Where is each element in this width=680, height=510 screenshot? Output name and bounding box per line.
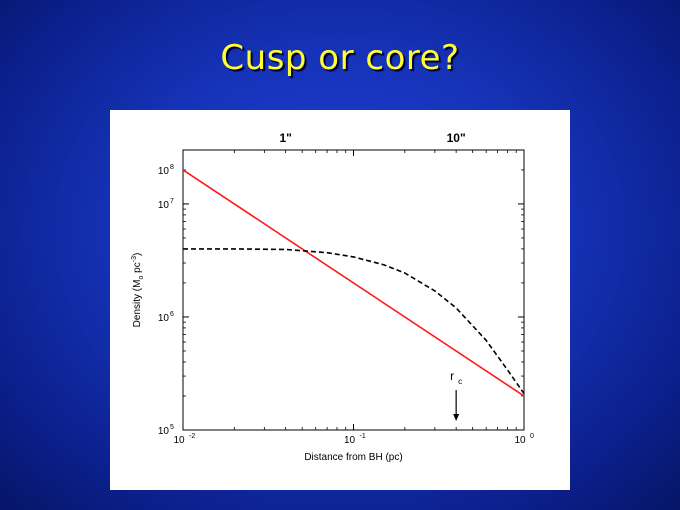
core-profile-line — [183, 248, 525, 395]
rc-annotation-label: r — [450, 369, 454, 383]
x-axis-label: Distance from BH (pc) — [304, 452, 402, 463]
y-tick-label-exponent: 5 — [170, 424, 174, 431]
top-axis-label: 10" — [447, 131, 466, 145]
y-tick-label: 10 — [158, 313, 170, 324]
x-tick-label: 10 — [173, 435, 185, 446]
cusp-profile-line — [182, 169, 525, 397]
y-tick-label-exponent: 7 — [170, 198, 174, 205]
y-tick-label: 10 — [158, 426, 170, 437]
y-tick-label: 10 — [158, 200, 170, 211]
y-tick-label: 10 — [158, 166, 170, 177]
figure-panel: 10 -2 10 -1 10 0 10 5 10 6 10 7 10 8 1" 10" Distance fro… — [110, 110, 570, 490]
x-tick-label-exponent: -1 — [360, 433, 366, 440]
y-tick-label-exponent: 6 — [170, 311, 174, 318]
rc-annotation-subscript: c — [458, 377, 462, 386]
y-tick-label-exponent: 8 — [170, 164, 174, 171]
x-tick-label-exponent: -2 — [189, 433, 195, 440]
plot-frame — [182, 149, 525, 431]
slide-title: Cusp or core? — [220, 38, 460, 78]
density-profile-chart: 10 -2 10 -1 10 010 510 610 710 81" 10"Distance fro… — [131, 131, 534, 463]
x-tick-label: 10 — [344, 435, 356, 446]
y-axis-label: Density (Mo pc-3) — [131, 253, 145, 328]
x-tick-label: 10 — [514, 435, 526, 446]
top-axis-label: 1" — [279, 131, 291, 145]
x-tick-label-exponent: 0 — [530, 433, 534, 440]
rc-arrow-head — [453, 414, 460, 421]
